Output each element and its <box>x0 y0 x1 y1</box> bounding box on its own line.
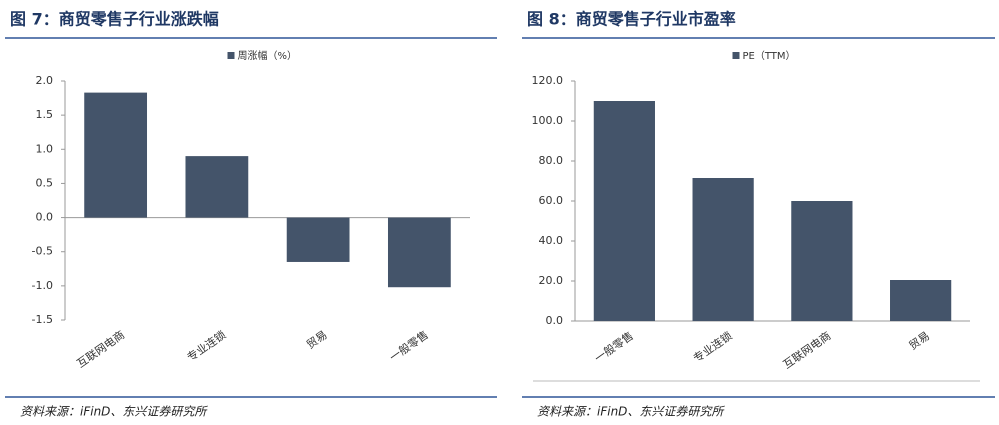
x-tick-label: 专业连锁 <box>690 328 734 365</box>
y-tick-label: 0.0 <box>546 314 564 327</box>
y-tick-label: 60.0 <box>539 194 564 207</box>
legend-label: PE（TTM） <box>743 50 796 62</box>
y-tick-label: 0.0 <box>36 211 54 224</box>
y-tick-label: 20.0 <box>539 274 564 287</box>
y-tick-label: 100.0 <box>532 114 564 127</box>
source-note: 资料来源：iFinD、东兴证券研究所 <box>537 405 725 419</box>
bar <box>791 201 853 321</box>
y-tick-label: -0.5 <box>32 245 53 258</box>
y-tick-label: 120.0 <box>532 74 564 87</box>
y-tick-label: 80.0 <box>539 154 564 167</box>
bar <box>890 280 952 321</box>
x-tick-label: 一般零售 <box>387 327 431 364</box>
bar <box>387 217 451 288</box>
y-tick-label: 40.0 <box>539 234 564 247</box>
x-tick-label: 专业连锁 <box>184 327 228 364</box>
y-tick-label: 1.5 <box>36 108 54 121</box>
y-tick-label: -1.5 <box>32 313 53 326</box>
chart-title: 图 8：商贸零售子行业市盈率 <box>527 10 736 29</box>
x-tick-label: 一般零售 <box>592 328 636 365</box>
x-tick-label: 贸易 <box>304 328 329 351</box>
x-tick-label: 互联网电商 <box>780 328 833 371</box>
bar <box>692 178 754 321</box>
bar <box>185 156 249 218</box>
x-tick-label: 互联网电商 <box>74 327 127 370</box>
y-tick-label: -1.0 <box>32 279 53 292</box>
y-tick-label: 1.0 <box>36 142 54 155</box>
bar <box>286 217 350 262</box>
legend-swatch <box>227 52 235 59</box>
bar <box>84 92 148 218</box>
legend-swatch <box>732 52 740 59</box>
y-tick-label: 2.0 <box>36 74 54 87</box>
legend-label: 周涨幅（%） <box>238 49 298 62</box>
chart-title: 图 7：商贸零售子行业涨跌幅 <box>10 10 219 29</box>
y-tick-label: 0.5 <box>36 176 54 189</box>
bar <box>593 101 655 321</box>
source-note: 资料来源：iFinD、东兴证券研究所 <box>20 405 208 419</box>
x-tick-label: 贸易 <box>907 329 932 352</box>
